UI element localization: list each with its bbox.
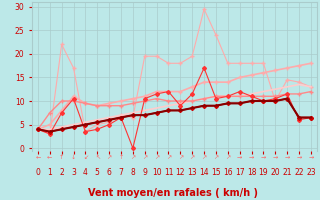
Text: ↖: ↖: [95, 155, 100, 160]
Text: 23: 23: [306, 168, 316, 177]
Text: →: →: [284, 155, 290, 160]
Text: ↓: ↓: [71, 155, 76, 160]
Text: ↙: ↙: [83, 155, 88, 160]
Text: 13: 13: [188, 168, 197, 177]
Text: 14: 14: [199, 168, 209, 177]
Text: ↑: ↑: [59, 155, 64, 160]
Text: 7: 7: [119, 168, 124, 177]
Text: 20: 20: [270, 168, 280, 177]
Text: 8: 8: [131, 168, 135, 177]
Text: 21: 21: [282, 168, 292, 177]
Text: 10: 10: [152, 168, 161, 177]
Text: 6: 6: [107, 168, 112, 177]
Text: ↗: ↗: [166, 155, 171, 160]
Text: Vent moyen/en rafales ( km/h ): Vent moyen/en rafales ( km/h ): [88, 188, 258, 198]
Text: 15: 15: [211, 168, 221, 177]
Text: ↗: ↗: [107, 155, 112, 160]
Text: 5: 5: [95, 168, 100, 177]
Text: 4: 4: [83, 168, 88, 177]
Text: 3: 3: [71, 168, 76, 177]
Text: 1: 1: [47, 168, 52, 177]
Text: ↑: ↑: [118, 155, 124, 160]
Text: ↗: ↗: [225, 155, 230, 160]
Text: ↗: ↗: [130, 155, 135, 160]
Text: 19: 19: [259, 168, 268, 177]
Text: →: →: [273, 155, 278, 160]
Text: ↗: ↗: [154, 155, 159, 160]
Text: ↗: ↗: [189, 155, 195, 160]
Text: →: →: [249, 155, 254, 160]
Text: ↗: ↗: [202, 155, 207, 160]
Text: 0: 0: [36, 168, 40, 177]
Text: 11: 11: [164, 168, 173, 177]
Text: →: →: [261, 155, 266, 160]
Text: 12: 12: [176, 168, 185, 177]
Text: 16: 16: [223, 168, 233, 177]
Text: ↗: ↗: [142, 155, 147, 160]
Text: →: →: [308, 155, 314, 160]
Text: 17: 17: [235, 168, 244, 177]
Text: 22: 22: [294, 168, 304, 177]
Text: 9: 9: [142, 168, 147, 177]
Text: →: →: [237, 155, 242, 160]
Text: 2: 2: [59, 168, 64, 177]
Text: ↗: ↗: [213, 155, 219, 160]
Text: ←: ←: [47, 155, 52, 160]
Text: ←: ←: [35, 155, 41, 160]
Text: 18: 18: [247, 168, 256, 177]
Text: →: →: [296, 155, 302, 160]
Text: ↗: ↗: [178, 155, 183, 160]
